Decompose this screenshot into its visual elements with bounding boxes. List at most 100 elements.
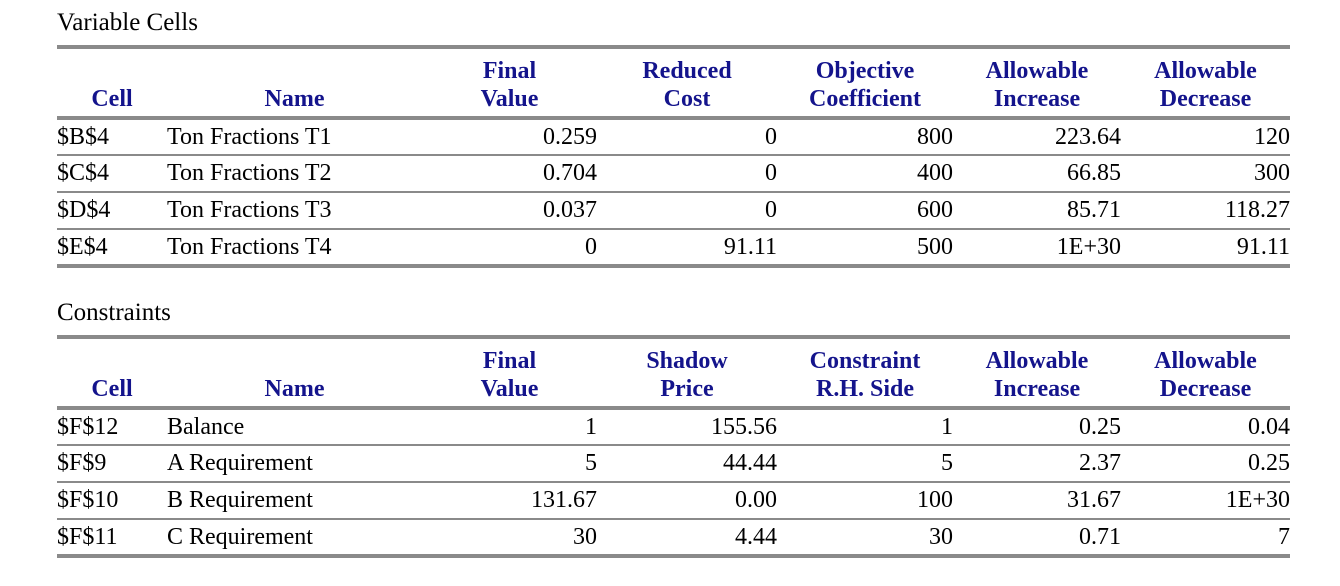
column-header-name: Name bbox=[167, 337, 422, 410]
column-header-objective-coefficient: Objective Coefficient bbox=[777, 47, 953, 120]
header-line-bottom: Value bbox=[480, 86, 539, 112]
constraints-table: Cell Name Final Value Shadow Price Const… bbox=[57, 335, 1290, 558]
column-header-allowable-increase: Allowable Increase bbox=[953, 337, 1121, 410]
reduced-cost-cell: 0 bbox=[597, 192, 777, 230]
allowable-decrease-cell: 91.11 bbox=[1121, 229, 1290, 268]
header-line-bottom: Name bbox=[264, 376, 325, 402]
cell-ref: $F$10 bbox=[57, 482, 167, 520]
header-line-bottom: Decrease bbox=[1159, 86, 1252, 112]
cell-ref: $F$11 bbox=[57, 519, 167, 558]
shadow-price-cell: 4.44 bbox=[597, 519, 777, 558]
cell-ref: $B$4 bbox=[57, 118, 167, 156]
allowable-increase-cell: 0.71 bbox=[953, 519, 1121, 558]
column-header-reduced-cost: Reduced Cost bbox=[597, 47, 777, 120]
objective-coefficient-cell: 600 bbox=[777, 192, 953, 230]
table-row: $B$4 Ton Fractions T1 0.259 0 800 223.64… bbox=[57, 118, 1290, 156]
header-line-bottom: Price bbox=[660, 376, 714, 402]
final-value-cell: 0.704 bbox=[422, 155, 597, 193]
allowable-decrease-cell: 300 bbox=[1121, 155, 1290, 193]
column-header-shadow-price: Shadow Price bbox=[597, 337, 777, 410]
column-header-name: Name bbox=[167, 47, 422, 120]
name-cell: Balance bbox=[167, 408, 422, 446]
allowable-increase-cell: 85.71 bbox=[953, 192, 1121, 230]
table-row: $D$4 Ton Fractions T3 0.037 0 600 85.71 … bbox=[57, 192, 1290, 230]
allowable-decrease-cell: 0.25 bbox=[1121, 445, 1290, 483]
shadow-price-cell: 44.44 bbox=[597, 445, 777, 483]
final-value-cell: 0.037 bbox=[422, 192, 597, 230]
constraint-rhs-cell: 5 bbox=[777, 445, 953, 483]
reduced-cost-cell: 0 bbox=[597, 155, 777, 193]
variable-cells-section: Variable Cells Cell Name Final Value bbox=[57, 8, 1340, 268]
header-line-top: Final bbox=[482, 58, 537, 84]
name-cell: Ton Fractions T2 bbox=[167, 155, 422, 193]
header-line-top: Shadow bbox=[646, 348, 728, 374]
name-cell: Ton Fractions T3 bbox=[167, 192, 422, 230]
objective-coefficient-cell: 400 bbox=[777, 155, 953, 193]
name-cell: B Requirement bbox=[167, 482, 422, 520]
objective-coefficient-cell: 500 bbox=[777, 229, 953, 268]
allowable-decrease-cell: 7 bbox=[1121, 519, 1290, 558]
allowable-increase-cell: 1E+30 bbox=[953, 229, 1121, 268]
final-value-cell: 30 bbox=[422, 519, 597, 558]
shadow-price-cell: 155.56 bbox=[597, 408, 777, 446]
name-cell: Ton Fractions T4 bbox=[167, 229, 422, 268]
final-value-cell: 1 bbox=[422, 408, 597, 446]
header-line-bottom: Increase bbox=[993, 376, 1081, 402]
cell-ref: $C$4 bbox=[57, 155, 167, 193]
cell-ref: $E$4 bbox=[57, 229, 167, 268]
table-row: $F$10 B Requirement 131.67 0.00 100 31.6… bbox=[57, 482, 1290, 520]
header-line-bottom: Cell bbox=[91, 376, 133, 402]
variable-cells-table: Cell Name Final Value Reduced Cost Objec… bbox=[57, 45, 1290, 268]
allowable-increase-cell: 66.85 bbox=[953, 155, 1121, 193]
header-line-bottom: Increase bbox=[993, 86, 1081, 112]
header-line-top: Allowable bbox=[1154, 348, 1257, 374]
table-row: $F$11 C Requirement 30 4.44 30 0.71 7 bbox=[57, 519, 1290, 558]
objective-coefficient-cell: 800 bbox=[777, 118, 953, 156]
final-value-cell: 0.259 bbox=[422, 118, 597, 156]
cell-ref: $D$4 bbox=[57, 192, 167, 230]
final-value-cell: 131.67 bbox=[422, 482, 597, 520]
reduced-cost-cell: 91.11 bbox=[597, 229, 777, 268]
allowable-decrease-cell: 120 bbox=[1121, 118, 1290, 156]
column-header-allowable-decrease: Allowable Decrease bbox=[1121, 337, 1290, 410]
header-line-top: Allowable bbox=[985, 348, 1089, 374]
header-line-bottom: Cost bbox=[663, 86, 711, 112]
table-row: $C$4 Ton Fractions T2 0.704 0 400 66.85 … bbox=[57, 155, 1290, 193]
column-header-cell: Cell bbox=[57, 47, 167, 120]
header-line-top: Allowable bbox=[985, 58, 1089, 84]
shadow-price-cell: 0.00 bbox=[597, 482, 777, 520]
allowable-decrease-cell: 0.04 bbox=[1121, 408, 1290, 446]
allowable-increase-cell: 0.25 bbox=[953, 408, 1121, 446]
header-line-top: Reduced bbox=[642, 58, 732, 84]
section-title-constraints: Constraints bbox=[57, 299, 171, 326]
header-row: Cell Name Final Value Shadow Price Const… bbox=[57, 337, 1290, 410]
header-line-bottom: Coefficient bbox=[809, 86, 921, 112]
column-header-allowable-decrease: Allowable Decrease bbox=[1121, 47, 1290, 120]
header-line-bottom: R.H. Side bbox=[815, 376, 914, 402]
final-value-cell: 5 bbox=[422, 445, 597, 483]
allowable-increase-cell: 31.67 bbox=[953, 482, 1121, 520]
header-line-top: Allowable bbox=[1154, 58, 1257, 84]
column-header-cell: Cell bbox=[57, 337, 167, 410]
table-row: $E$4 Ton Fractions T4 0 91.11 500 1E+30 … bbox=[57, 229, 1290, 268]
table-row: $F$9 A Requirement 5 44.44 5 2.37 0.25 bbox=[57, 445, 1290, 483]
header-line-top: Constraint bbox=[809, 348, 921, 374]
header-line-bottom: Cell bbox=[91, 86, 133, 112]
cell-ref: $F$12 bbox=[57, 408, 167, 446]
name-cell: Ton Fractions T1 bbox=[167, 118, 422, 156]
constraint-rhs-cell: 30 bbox=[777, 519, 953, 558]
constraint-rhs-cell: 1 bbox=[777, 408, 953, 446]
header-line-bottom: Value bbox=[480, 376, 539, 402]
allowable-decrease-cell: 118.27 bbox=[1121, 192, 1290, 230]
final-value-cell: 0 bbox=[422, 229, 597, 268]
cell-ref: $F$9 bbox=[57, 445, 167, 483]
constraint-rhs-cell: 100 bbox=[777, 482, 953, 520]
name-cell: A Requirement bbox=[167, 445, 422, 483]
allowable-decrease-cell: 1E+30 bbox=[1121, 482, 1290, 520]
column-header-allowable-increase: Allowable Increase bbox=[953, 47, 1121, 120]
header-line-bottom: Decrease bbox=[1159, 376, 1252, 402]
header-line-top: Objective bbox=[815, 58, 915, 84]
column-header-final-value: Final Value bbox=[422, 47, 597, 120]
header-line-top: Final bbox=[482, 348, 537, 374]
